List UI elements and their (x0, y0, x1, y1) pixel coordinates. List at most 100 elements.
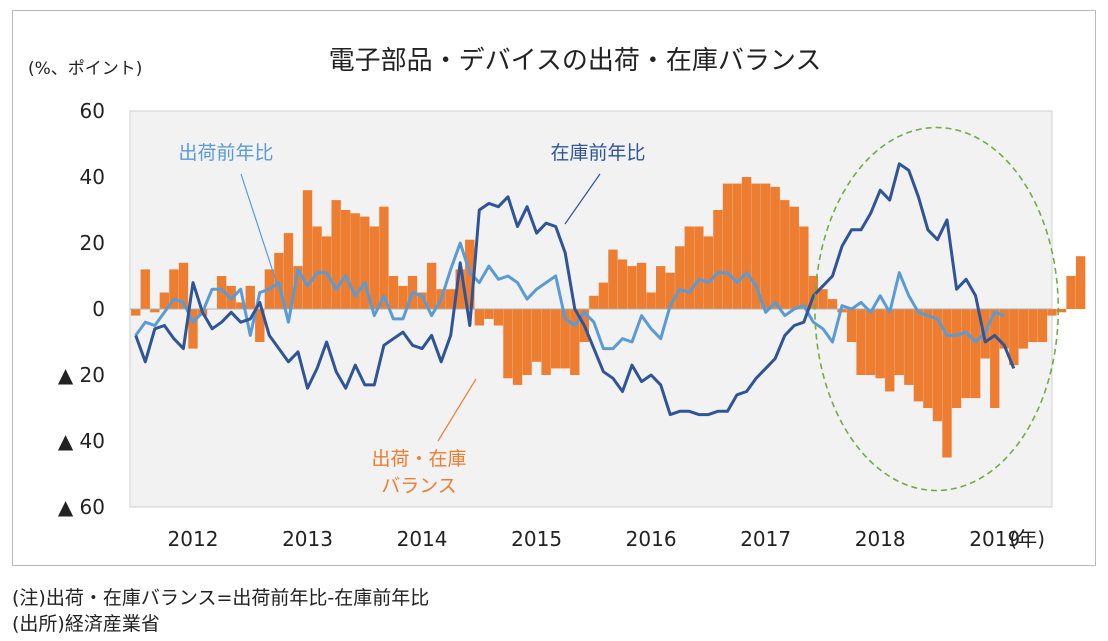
balance-bar (484, 309, 494, 319)
series-lines (134, 162, 1016, 417)
balance-leader (437, 378, 477, 442)
x-tick-label: 2014 (397, 527, 448, 551)
footnote: (注)出荷・在庫バランス=出荷前年比-在庫前年比 (12, 587, 430, 609)
balance-bar (331, 200, 341, 309)
balance-bar (388, 276, 399, 309)
balance-bar (1018, 309, 1029, 349)
balance-bar (636, 262, 647, 309)
balance-bar (589, 295, 599, 309)
balance-bar (675, 246, 685, 309)
balance-bar (1066, 276, 1076, 309)
balance-bar (216, 276, 227, 309)
balance-bar (799, 226, 809, 309)
y-tick-label: 40 (80, 165, 105, 189)
inventory-label: 在庫前年比 (550, 142, 645, 164)
balance-bar (951, 309, 962, 408)
balance-bar (1075, 256, 1086, 309)
balance-bar (970, 309, 981, 399)
balance-bar (446, 289, 456, 309)
balance-bar (531, 309, 542, 362)
balance-bar (932, 309, 943, 422)
x-tick-label: 2013 (282, 527, 333, 551)
balance-bar (474, 309, 485, 326)
shipments-leader (240, 173, 278, 285)
balance-bar (608, 249, 618, 309)
x-axis: 2012 2013 2014 2015 2016 2017 2018 2019 (168, 527, 1021, 551)
balance-bar (493, 309, 504, 326)
balance-bar (188, 309, 198, 349)
balance-bar (140, 269, 150, 309)
balance-bar (684, 226, 694, 309)
balance-bar (283, 233, 294, 309)
balance-bar (312, 226, 322, 309)
balance-bar (1047, 309, 1057, 316)
balance-bar (560, 309, 570, 369)
balance-bar (522, 309, 532, 375)
balance-bar (417, 292, 427, 309)
x-tick-label: 2017 (740, 527, 791, 551)
balance-bar (341, 210, 351, 309)
balance-bar (694, 226, 704, 309)
balance-bar (455, 269, 465, 309)
balance-bar (904, 309, 914, 385)
balance-bar (398, 285, 408, 309)
y-tick-label: ▲ 40 (58, 429, 105, 453)
balance-bar (627, 266, 637, 309)
balance-bar (512, 309, 523, 385)
balance-bar (1009, 309, 1019, 366)
balance-bar (760, 183, 771, 309)
balance-bar (169, 269, 179, 309)
inventory-yoy-line (134, 162, 1016, 417)
balance-bar (913, 309, 924, 402)
balance-bar (780, 200, 790, 309)
x-tick-label: 2019 (969, 527, 1020, 551)
balance-bar (551, 309, 561, 369)
balance-bar (178, 262, 189, 309)
balance-bar (598, 282, 609, 309)
balance-bar (1037, 309, 1048, 342)
balance-bar (1056, 309, 1067, 313)
highlight-ellipse (814, 126, 1060, 492)
balance-bar (503, 309, 513, 379)
balance-bar (426, 262, 437, 309)
balance-bar (722, 183, 733, 309)
balance-bar (369, 226, 380, 309)
y-tick-label: 20 (80, 231, 105, 255)
chart-frame: 電子部品・デバイスの出荷・在庫バランス (%、ポイント) 60 40 20 0 ▲ 20… (12, 10, 1096, 566)
balance-bar (808, 276, 819, 309)
balance-bar (617, 259, 628, 309)
balance-bar (703, 236, 714, 309)
shipments-label: 出荷前年比 (178, 142, 273, 164)
balance-bar (827, 299, 838, 309)
balance-bar (159, 292, 170, 309)
balance-bar (713, 210, 723, 309)
unit-label: (%、ポイント) (28, 59, 142, 79)
balance-bar (875, 309, 885, 379)
balance-bar (770, 186, 780, 309)
balance-bar (961, 309, 971, 399)
balance-bar (789, 206, 799, 309)
balance-bar (999, 309, 1009, 349)
balance-bar (942, 309, 952, 458)
balance-bar (655, 266, 666, 309)
inventory-leader (564, 173, 601, 225)
y-tick-label: ▲ 60 (58, 495, 105, 519)
balance-bar (570, 309, 580, 375)
balance-bar (894, 309, 904, 375)
x-tick-label: 2018 (855, 527, 906, 551)
balance-bar (818, 289, 828, 309)
balance-label-line1: 出荷・在庫 (371, 448, 466, 470)
chart: 電子部品・デバイスの出荷・在庫バランス (%、ポイント) 60 40 20 0 ▲ 20… (28, 46, 1086, 551)
balance-bar (360, 216, 370, 309)
balance-bar (856, 309, 866, 375)
balance-bar (236, 302, 246, 309)
balance-bar (646, 292, 656, 309)
y-tick-label: 60 (80, 99, 105, 123)
x-tick-label: 2015 (511, 527, 562, 551)
balance-bar (293, 266, 303, 309)
y-axis: 60 40 20 0 ▲ 20 ▲ 40 ▲ 60 (58, 99, 105, 519)
x-unit-label: (年) (1009, 527, 1045, 551)
balance-bar (732, 183, 742, 309)
balance-bar (1028, 309, 1038, 342)
balance-bar (751, 183, 761, 309)
